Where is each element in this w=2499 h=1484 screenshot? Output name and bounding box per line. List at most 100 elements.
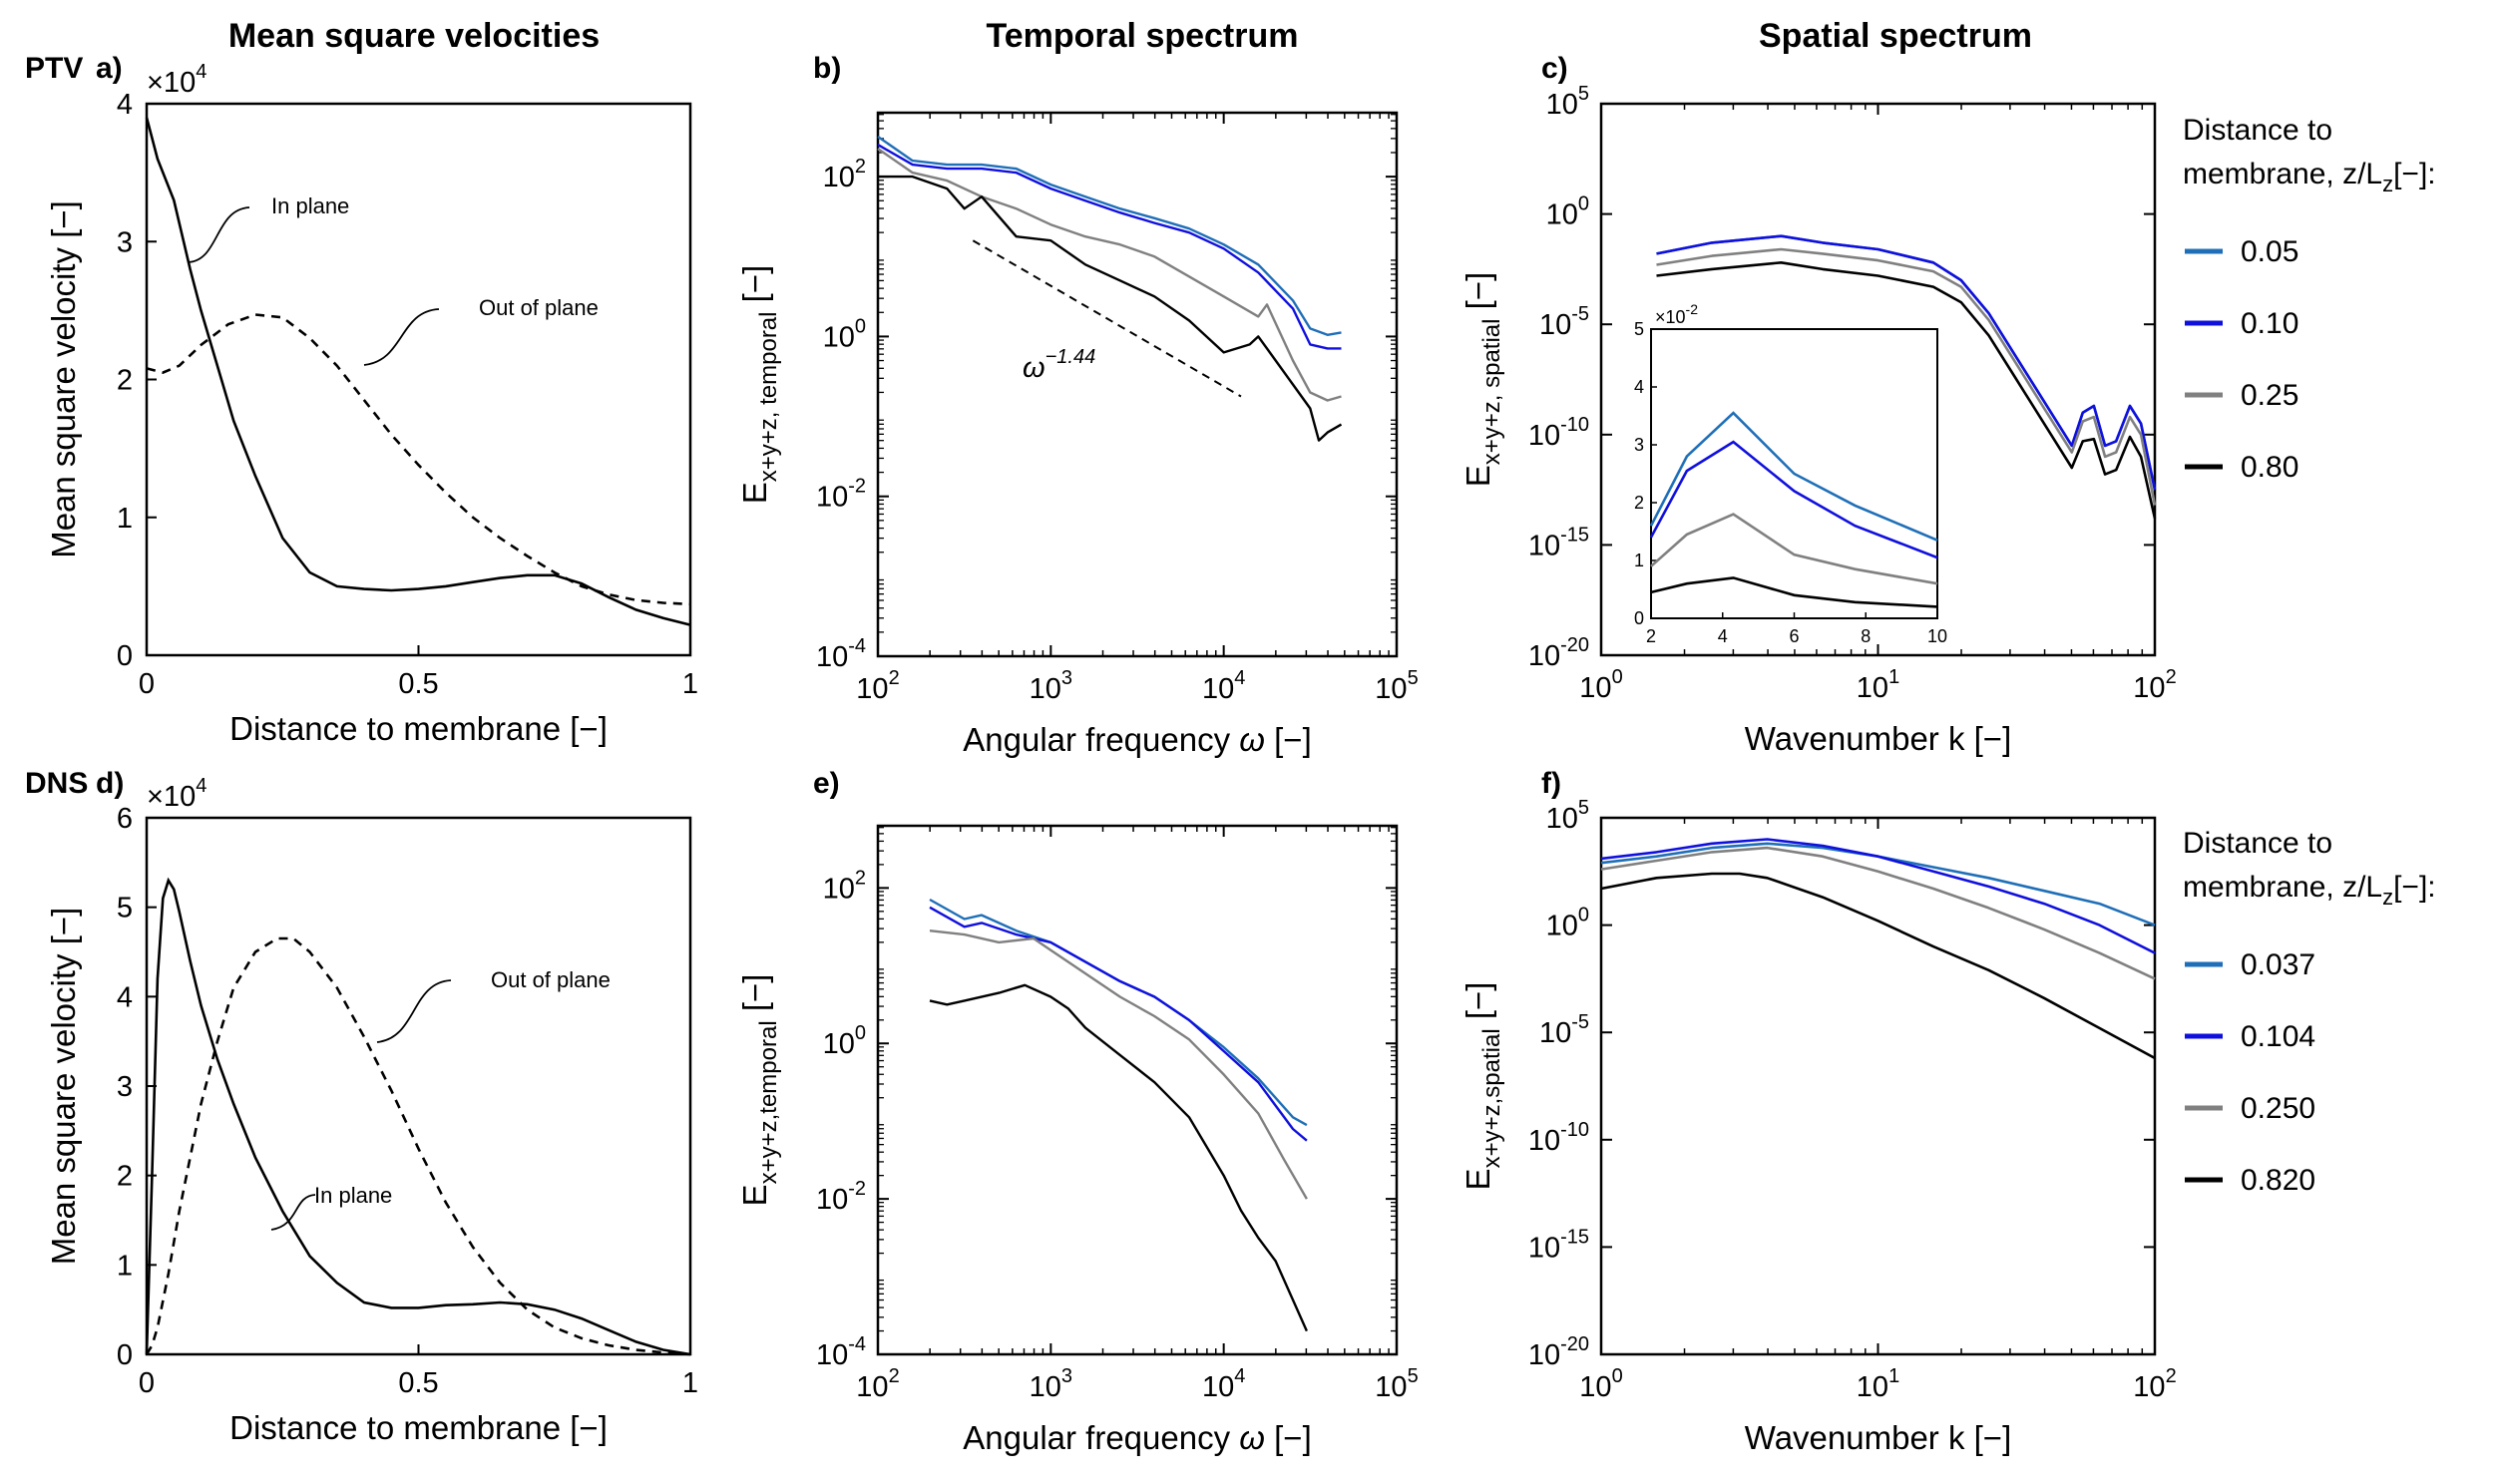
x-tick-label-a: 0 [139,668,155,700]
callout-line-out-of-plane-d [376,979,452,1043]
callout-line-in-plane [187,206,250,263]
y-multiplier-d: ×104 [147,775,207,813]
y-tick-label-a: 0 [117,640,133,672]
x-tick-label-d: 0 [139,1367,155,1399]
legend-label-c: 0.10 [2241,307,2298,340]
slope-label: ω−1.44 [1023,346,1095,384]
x-tick-label-a: 1 [682,668,698,700]
inset-x-tick-label: 2 [1646,626,1656,646]
y-tick-label-e: 10-4 [816,1333,866,1371]
x-tick-label-b: 105 [1375,667,1418,705]
y-tick-label-f: 10-15 [1528,1226,1589,1264]
series-line-e-0.820 [929,983,1308,1332]
x-tick-label-f: 100 [1579,1365,1622,1403]
y-tick-label-f: 10-20 [1528,1333,1589,1371]
y-tick-label-b: 100 [823,315,866,353]
series-line-e-0.037 [929,898,1308,1127]
x-tick-label-e: 104 [1202,1365,1245,1403]
y-tick-label-c: 10-5 [1539,303,1589,341]
inset-y-multiplier: ×10-2 [1655,301,1698,327]
y-tick-label-b: 10-2 [816,476,866,514]
inset-series-line-0.80 [1650,576,1938,608]
series-line-b-0.25 [877,148,1342,402]
inset-y-tick-label: 2 [1634,493,1644,513]
annotation-out-of-plane-d: Out of plane [491,967,611,992]
inset-series-line-0.25 [1650,513,1938,585]
x-tick-label-c: 101 [1857,666,1899,704]
x-tick-label-b: 103 [1030,667,1072,705]
y-tick-label-a: 4 [117,89,133,121]
y-tick-label-d: 4 [117,981,133,1013]
legend-label-f: 0.037 [2241,948,2315,981]
y-tick-label-d: 1 [117,1250,133,1282]
legend-label-c: 0.25 [2241,379,2298,412]
y-tick-label-f: 10-10 [1528,1119,1589,1157]
inset-series-line-0.05 [1649,411,1938,542]
series-line-f-0.104 [1600,838,2156,954]
y-axis-label-a: Mean square velocity [−] [45,200,82,558]
y-axis-label-e: Ex+y+z,temporal [−] [736,974,782,1207]
series-line-f-0.250 [1600,846,2156,980]
column-title-mean-square: Mean square velocities [228,17,600,55]
y-tick-label-c: 100 [1546,193,1589,231]
legend-title-line2-f: membrane, z/Lz[−]: [2183,871,2436,910]
y-tick-label-f: 105 [1546,797,1589,835]
series-line-b-0.05 [877,136,1342,336]
inset-x-tick-label: 4 [1718,626,1728,646]
y-axis-label-c: Ex+y+z, spatial [−] [1459,272,1505,488]
row-label-ptv: PTV [25,52,83,85]
column-title-temporal: Temporal spectrum [986,17,1298,55]
y-multiplier-a: ×104 [147,61,207,99]
panel-label-f: f) [1541,767,1561,800]
y-tick-label-b: 102 [823,156,866,193]
row-label-dns: DNS [25,767,88,800]
series-line-a-in-plane [145,117,691,626]
y-tick-label-c: 10-15 [1528,524,1589,561]
x-tick-label-e: 105 [1375,1365,1418,1403]
inset-y-tick-label: 0 [1634,608,1644,628]
x-tick-label-b: 104 [1202,667,1245,705]
callout-line-out-of-plane [363,308,440,366]
plot-frame-e [876,824,1399,1356]
x-tick-label-f: 102 [2133,1365,2176,1403]
x-tick-label-c: 100 [1579,666,1622,704]
y-tick-label-c: 105 [1546,83,1589,121]
x-axis-label-c: Wavenumber k [−] [1745,720,2011,757]
y-tick-label-f: 100 [1546,905,1589,942]
callout-line-in-plane-d [270,1194,316,1231]
legend-title-line1-f: Distance to [2183,827,2332,860]
x-tick-label-d: 1 [682,1367,698,1399]
column-title-spatial: Spatial spectrum [1759,17,2032,55]
series-line-d-in-plane [145,877,691,1356]
plot-frame-b [876,111,1399,658]
y-tick-label-e: 102 [823,867,866,905]
x-axis-label-d: Distance to membrane [−] [229,1409,608,1446]
x-tick-label-e: 102 [856,1365,899,1403]
panel-label-e: e) [813,767,840,800]
x-tick-label-c: 102 [2133,666,2176,704]
panel-label-a: a) [96,52,123,85]
inset-x-tick-label: 8 [1861,626,1871,646]
y-tick-label-b: 10-4 [816,635,866,673]
y-tick-label-c: 10-10 [1528,414,1589,452]
panel-label-b: b) [813,52,841,85]
inset-series-line-0.10 [1649,440,1938,559]
x-tick-label-f: 101 [1857,1365,1899,1403]
legend-label-f: 0.820 [2241,1164,2315,1197]
y-tick-label-a: 1 [117,503,133,535]
y-tick-label-d: 5 [117,893,133,925]
series-line-e-0.104 [929,906,1308,1142]
y-axis-label-f: Ex+y+z,spatial [−] [1459,982,1505,1191]
y-tick-label-e: 100 [823,1022,866,1060]
x-tick-label-d: 0.5 [398,1367,438,1399]
inset-y-tick-label: 1 [1634,551,1644,570]
annotation-in-plane-d: In plane [314,1183,392,1208]
y-tick-label-d: 3 [117,1071,133,1103]
legend-label-f: 0.250 [2241,1092,2315,1125]
x-axis-label-f: Wavenumber k [−] [1745,1419,2011,1456]
series-line-b-0.10 [877,144,1342,350]
x-tick-label-b: 102 [856,667,899,705]
panel-label-d: d) [96,767,124,800]
